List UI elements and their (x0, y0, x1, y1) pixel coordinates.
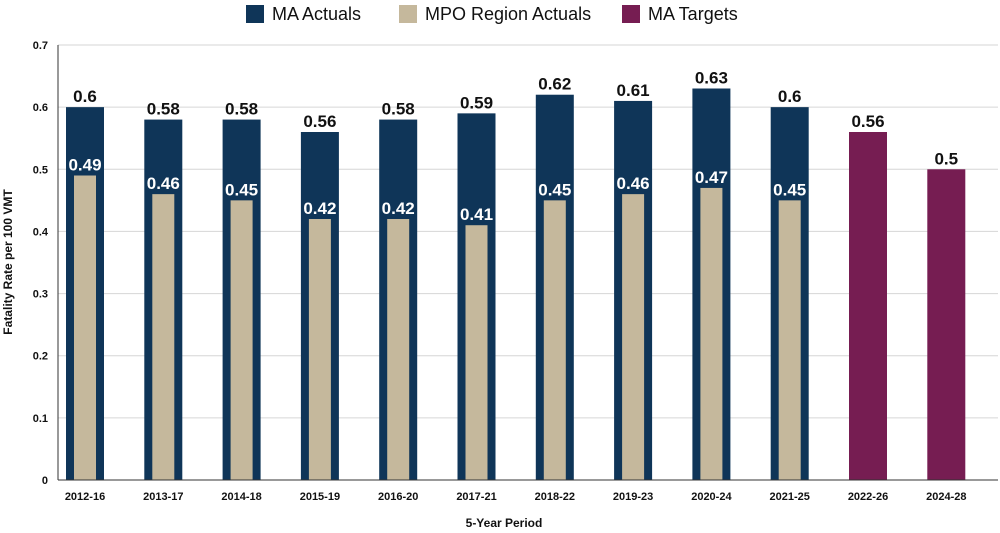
data-label-ma-targets: 0.5 (934, 149, 958, 168)
x-category-label: 2014-18 (221, 491, 261, 503)
data-label-mpo-region-actuals: 0.45 (225, 180, 258, 199)
y-tick-label: 0.7 (33, 40, 48, 52)
x-category-label: 2024-28 (926, 491, 966, 503)
bar-mpo-region-actuals (230, 200, 253, 480)
data-label-ma-actuals: 0.62 (538, 75, 571, 94)
bar-mpo-region-actuals (465, 225, 488, 480)
data-label-ma-actuals: 0.58 (225, 100, 258, 119)
x-category-label: 2012-16 (65, 491, 105, 503)
data-label-ma-actuals: 0.63 (695, 69, 728, 88)
y-tick-label: 0.3 (33, 289, 48, 301)
data-label-mpo-region-actuals: 0.47 (695, 168, 728, 187)
data-labels: 0.6 0.49 0.58 0.46 0.58 0.45 0.56 0.42 0.58 0.42 0… (68, 69, 958, 225)
data-label-ma-actuals: 0.59 (460, 93, 493, 112)
legend-swatch-ma-targets (622, 5, 640, 23)
y-tick-label: 0.4 (33, 226, 49, 238)
x-category-label: 2019-23 (613, 491, 653, 503)
bar-mpo-region-actuals (308, 219, 331, 480)
data-label-mpo-region-actuals: 0.49 (68, 156, 101, 175)
bar-mpo-region-actuals (543, 200, 566, 480)
y-tick-label: 0.2 (33, 351, 48, 363)
legend: MA Actuals MPO Region Actuals MA Targets (246, 4, 738, 24)
legend-label-ma-targets: MA Targets (648, 4, 738, 24)
legend-label-ma-actuals: MA Actuals (272, 4, 361, 24)
data-label-mpo-region-actuals: 0.46 (617, 174, 650, 193)
data-label-ma-actuals: 0.6 (73, 87, 97, 106)
legend-swatch-ma-actuals (246, 5, 264, 23)
bar-mpo-region-actuals (152, 194, 175, 480)
x-axis-title: 5-Year Period (466, 516, 543, 530)
data-label-mpo-region-actuals: 0.41 (460, 205, 493, 224)
data-label-ma-actuals: 0.6 (778, 87, 802, 106)
data-label-mpo-region-actuals: 0.42 (382, 199, 415, 218)
x-category-label: 2013-17 (143, 491, 183, 503)
data-label-mpo-region-actuals: 0.45 (538, 180, 571, 199)
legend-swatch-mpo-region-actuals (399, 5, 417, 23)
data-label-ma-actuals: 0.56 (303, 112, 336, 131)
y-tick-label: 0.6 (33, 102, 48, 114)
x-category-label: 2020-24 (691, 491, 732, 503)
bar-mpo-region-actuals (700, 187, 723, 480)
x-category-label: 2016-20 (378, 491, 418, 503)
data-label-mpo-region-actuals: 0.45 (773, 180, 806, 199)
bars (66, 88, 966, 481)
bar-ma-targets (849, 132, 887, 480)
x-category-label: 2017-21 (456, 491, 496, 503)
y-axis-ticks: 0 0.1 0.2 0.3 0.4 0.5 0.6 0.7 (33, 40, 49, 487)
data-label-ma-actuals: 0.61 (617, 81, 650, 100)
y-tick-label: 0.5 (33, 164, 48, 176)
y-tick-label: 0.1 (33, 413, 48, 425)
gridlines (58, 44, 998, 419)
legend-label-mpo-region-actuals: MPO Region Actuals (425, 4, 591, 24)
x-axis-categories: 2012-16 2013-17 2014-18 2015-19 2016-20 2017-… (65, 491, 967, 503)
x-category-label: 2022-26 (848, 491, 888, 503)
x-category-label: 2015-19 (300, 491, 340, 503)
bar-mpo-region-actuals (778, 200, 801, 480)
y-tick-label: 0 (42, 475, 48, 487)
data-label-ma-targets: 0.56 (851, 112, 884, 131)
data-label-ma-actuals: 0.58 (147, 100, 180, 119)
bar-mpo-region-actuals (74, 175, 96, 480)
x-category-label: 2021-25 (770, 491, 810, 503)
data-label-mpo-region-actuals: 0.46 (147, 174, 180, 193)
bar-mpo-region-actuals (622, 194, 645, 480)
x-category-label: 2018-22 (535, 491, 575, 503)
bar-mpo-region-actuals (387, 219, 410, 480)
data-label-mpo-region-actuals: 0.42 (303, 199, 336, 218)
y-axis-title: Fatality Rate per 100 VMT (1, 189, 15, 335)
data-label-ma-actuals: 0.58 (382, 100, 415, 119)
bar-ma-targets (927, 169, 966, 481)
